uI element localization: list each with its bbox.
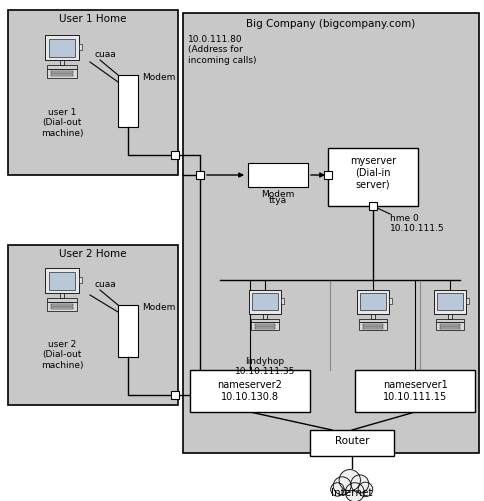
Bar bbox=[171, 391, 179, 399]
Bar bbox=[45, 35, 79, 60]
Bar bbox=[466, 298, 469, 304]
Text: myserver
(Dial-in
server): myserver (Dial-in server) bbox=[350, 156, 396, 189]
Bar bbox=[51, 74, 73, 76]
Text: Router: Router bbox=[335, 436, 369, 446]
Bar bbox=[263, 314, 267, 319]
Bar bbox=[190, 370, 310, 412]
Text: ttya: ttya bbox=[269, 196, 287, 205]
Circle shape bbox=[345, 483, 364, 501]
Bar bbox=[281, 298, 284, 304]
Bar bbox=[369, 202, 377, 210]
Text: cuaa: cuaa bbox=[94, 50, 116, 59]
Circle shape bbox=[333, 477, 351, 495]
Bar bbox=[51, 304, 73, 306]
Bar bbox=[363, 327, 383, 329]
Bar bbox=[255, 324, 275, 326]
Bar bbox=[49, 39, 76, 57]
Bar bbox=[436, 319, 465, 322]
Bar bbox=[324, 171, 332, 179]
Bar bbox=[196, 171, 204, 179]
Bar bbox=[255, 327, 275, 329]
Bar bbox=[328, 148, 418, 206]
Bar bbox=[118, 305, 138, 357]
Circle shape bbox=[358, 482, 373, 496]
Bar bbox=[361, 293, 386, 311]
Text: Modem: Modem bbox=[142, 73, 175, 82]
Circle shape bbox=[351, 475, 369, 493]
Bar bbox=[183, 13, 479, 453]
Bar bbox=[79, 44, 82, 50]
Bar bbox=[357, 290, 389, 314]
Bar bbox=[363, 324, 383, 326]
Text: 10.0.111.80
(Address for
incoming calls): 10.0.111.80 (Address for incoming calls) bbox=[188, 35, 257, 65]
Bar bbox=[118, 75, 138, 127]
Bar bbox=[46, 298, 77, 302]
Bar bbox=[8, 245, 178, 405]
Text: nameserver1
10.10.111.15: nameserver1 10.10.111.15 bbox=[383, 380, 447, 402]
Bar bbox=[8, 10, 178, 175]
Text: User 1 Home: User 1 Home bbox=[59, 14, 127, 24]
Bar bbox=[371, 314, 375, 319]
Bar bbox=[436, 322, 465, 331]
Text: cuaa: cuaa bbox=[94, 280, 116, 289]
Bar bbox=[359, 319, 388, 322]
Bar bbox=[251, 319, 279, 322]
Text: Internet: Internet bbox=[331, 488, 373, 498]
Bar bbox=[60, 60, 64, 65]
Text: User 2 Home: User 2 Home bbox=[59, 249, 127, 259]
Bar bbox=[251, 322, 279, 331]
Circle shape bbox=[331, 483, 344, 496]
Bar bbox=[249, 290, 281, 314]
Bar bbox=[355, 370, 475, 412]
Bar bbox=[46, 65, 77, 69]
Bar bbox=[45, 268, 79, 293]
Bar bbox=[438, 293, 463, 311]
Bar bbox=[46, 302, 77, 311]
Bar bbox=[60, 293, 64, 298]
Bar bbox=[51, 71, 73, 73]
Text: nameserver2
10.10.130.8: nameserver2 10.10.130.8 bbox=[218, 380, 283, 402]
Bar bbox=[434, 290, 466, 314]
Circle shape bbox=[339, 469, 361, 491]
Bar bbox=[171, 151, 179, 159]
Text: user 1
(Dial-out
machine): user 1 (Dial-out machine) bbox=[41, 108, 83, 138]
Bar bbox=[248, 163, 308, 187]
Bar bbox=[359, 322, 388, 331]
Text: Big Company (bigcompany.com): Big Company (bigcompany.com) bbox=[246, 19, 416, 29]
Text: lindyhop
10.10.111.35: lindyhop 10.10.111.35 bbox=[235, 357, 295, 376]
Bar bbox=[440, 324, 460, 326]
Bar bbox=[310, 430, 394, 456]
Bar bbox=[389, 298, 392, 304]
Text: Modem: Modem bbox=[142, 303, 175, 312]
Bar bbox=[440, 327, 460, 329]
Text: hme 0
10.10.111.5: hme 0 10.10.111.5 bbox=[390, 214, 445, 233]
Text: Modem: Modem bbox=[261, 190, 295, 199]
Bar bbox=[49, 272, 76, 290]
Bar bbox=[51, 307, 73, 310]
Text: user 2
(Dial-out
machine): user 2 (Dial-out machine) bbox=[41, 340, 83, 370]
Bar bbox=[448, 314, 452, 319]
Bar bbox=[79, 277, 82, 283]
Bar bbox=[46, 69, 77, 78]
Bar bbox=[252, 293, 278, 311]
